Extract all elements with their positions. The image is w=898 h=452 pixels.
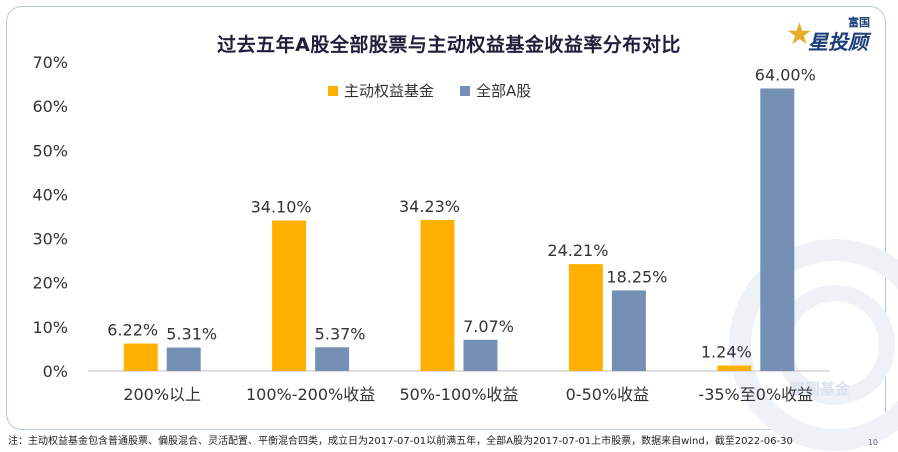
bar-stock	[315, 347, 350, 371]
data-label: 5.31%	[166, 325, 217, 344]
bar-stock	[166, 347, 201, 371]
y-tick-label: 0%	[43, 362, 68, 381]
y-tick-label: 40%	[32, 185, 68, 204]
footnote: 注：主动权益基金包含普通股票、偏股混合、灵活配置、平衡混合四类，成立日为2017…	[8, 436, 793, 447]
data-label: 7.07%	[463, 317, 514, 336]
legend: 主动权益基金 全部A股	[328, 80, 557, 101]
bar-fund	[272, 220, 307, 371]
chart-title: 过去五年A股全部股票与主动权益基金收益率分布对比	[217, 34, 681, 56]
legend-item-fund: 主动权益基金	[328, 80, 434, 101]
bar-fund	[568, 264, 603, 371]
logo-subtext: 富国	[848, 16, 870, 29]
y-tick-label: 50%	[32, 141, 68, 160]
legend-label: 全部A股	[476, 82, 532, 100]
data-label: 34.23%	[399, 197, 460, 216]
y-tick-label: 30%	[32, 230, 68, 249]
legend-label: 主动权益基金	[344, 82, 435, 100]
star-icon: ★	[786, 17, 813, 52]
y-tick-label: 70%	[32, 53, 68, 72]
bar-stock	[611, 290, 646, 371]
x-tick-label: 100%-200%收益	[246, 385, 375, 404]
x-tick-label: 200%以上	[123, 385, 201, 404]
logo-maintext: 星投顾	[808, 30, 868, 54]
legend-swatch	[460, 85, 471, 96]
data-label: 5.37%	[315, 324, 366, 343]
bar-stock	[760, 88, 795, 371]
bar-fund	[420, 219, 455, 371]
data-label: 64.00%	[755, 65, 816, 84]
data-label: 24.21%	[547, 241, 608, 260]
data-label: 34.10%	[251, 197, 312, 216]
y-tick-label: 10%	[32, 318, 68, 337]
x-tick-label: 0-50%收益	[566, 385, 650, 404]
brand-logo: ★ 富国 星投顾	[786, 14, 870, 54]
page-number: 10	[867, 438, 878, 447]
bar-fund	[123, 343, 158, 371]
legend-item-stock: 全部A股	[460, 80, 531, 101]
data-label: 1.24%	[701, 343, 752, 362]
x-tick-label: 50%-100%收益	[399, 385, 518, 404]
legend-swatch	[328, 85, 338, 96]
y-tick-label: 20%	[32, 274, 68, 293]
data-label: 6.22%	[107, 321, 158, 340]
bar-stock	[463, 339, 498, 371]
data-label: 18.25%	[606, 267, 667, 286]
x-tick-label: -35%至0%收益	[698, 385, 813, 404]
bar-fund	[717, 365, 752, 371]
y-tick-label: 60%	[32, 97, 68, 116]
watermark-text: 富国基金	[790, 380, 851, 398]
